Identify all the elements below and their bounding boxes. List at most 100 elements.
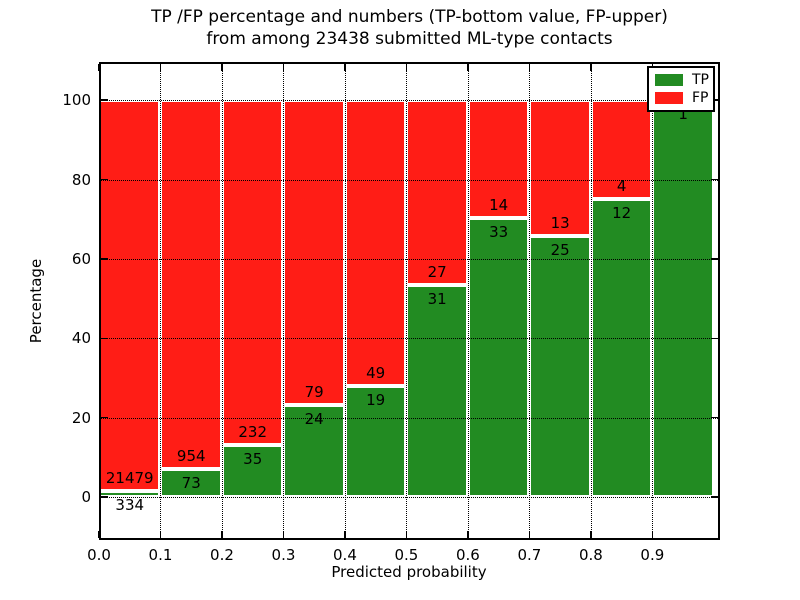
y-tick-mark [101,416,108,419]
bar-segment-tp [652,100,714,498]
x-tick-label: 0.9 [640,546,665,564]
x-tick-mark [590,64,592,71]
bar-segment-tp [590,199,653,498]
bar-label-fp: 4 [616,177,627,196]
gridline-x [467,64,469,538]
x-tick-mark [98,531,100,538]
bar-segment-fp [160,100,222,469]
bar-label-tp: 31 [427,289,447,308]
bar-segment-fp [99,100,161,492]
x-tick-mark [344,531,346,538]
gridline-x [529,64,531,538]
bar-segment-tp [529,235,591,498]
gridline-y [101,338,718,340]
bar-segment-fp [344,100,407,387]
bar-label-tp: 73 [181,473,201,492]
x-tick-label: 0.7 [517,546,542,564]
chart-title: TP /FP percentage and numbers (TP-bottom… [99,6,720,50]
bar-segment-tp [344,386,407,498]
x-tick-label: 0.4 [333,546,357,564]
y-tick-label: 100 [62,91,91,110]
bar-label-tp: 12 [612,204,632,223]
bar-segment-tp [160,468,222,498]
bar-segment-fp [467,100,530,219]
fp-swatch-icon [655,92,683,104]
y-tick-mark [711,337,718,340]
x-tick-mark [344,64,346,71]
tp-swatch-icon [655,74,683,86]
bar-label-fp: 27 [427,262,447,281]
legend-entry-tp: TP [655,73,709,87]
x-tick-mark [467,531,469,538]
y-tick-label: 60 [71,249,91,268]
gridline-x [590,64,592,538]
bar-segment-fp [590,100,653,200]
x-tick-label: 0.3 [271,546,296,564]
bar-label-fp: 79 [304,382,324,401]
legend: TP FP [647,66,715,112]
gridline-y [101,258,718,260]
y-tick-mark [711,178,718,181]
x-tick-label: 0.0 [87,546,111,564]
y-tick-mark [101,496,108,498]
bar-label-fp: 954 [176,446,206,465]
gridline-x [160,64,162,538]
gridline-x [406,64,408,538]
legend-label-fp: FP [692,90,709,106]
bar-label-fp: 49 [366,364,386,383]
x-tick-label: 0.5 [394,546,419,564]
gridline-y [101,497,718,499]
x-axis-label: Predicted probability [331,563,487,581]
y-tick-label: 20 [71,408,91,427]
x-tick-mark [98,64,100,71]
y-tick-label: 0 [81,488,91,507]
gridline-y [101,417,718,419]
bar-segment-fp [406,100,468,285]
x-tick-mark [651,531,654,538]
bar-label-tp: 24 [304,409,324,428]
bar-segment-fp [283,100,345,405]
gridline-y [101,100,718,102]
x-tick-mark [282,531,285,538]
x-tick-mark [282,64,285,71]
bar-label-tp: 1 [678,105,688,124]
bar-segment-tp [283,404,345,498]
x-tick-mark [159,64,162,71]
bar-label-tp: 334 [115,496,145,515]
x-tick-label: 0.2 [210,546,234,564]
bar-label-fp: 14 [489,196,509,215]
x-tick-mark [159,531,162,538]
gridline-x [652,64,654,538]
bar-segment-tp [406,284,468,498]
y-tick-mark [711,496,718,498]
x-tick-mark [221,64,223,71]
y-tick-label: 40 [71,329,91,348]
y-tick-mark [101,178,108,181]
x-tick-label: 0.8 [578,546,603,564]
bar-label-tp: 19 [366,391,386,410]
bar-segment-fp [221,100,284,446]
gridline-x [344,64,346,538]
chart-title-line1: TP /FP percentage and numbers (TP-bottom… [151,7,668,27]
bar-segment-tp [467,218,530,498]
x-tick-mark [221,531,223,538]
gridline-y [101,179,718,181]
bar-segment-fp [529,100,591,236]
y-tick-mark [711,416,718,419]
bar-label-tp: 25 [550,240,570,259]
bar-segment-tp [221,445,284,498]
bar-label-fp: 21479 [105,469,154,488]
x-tick-mark [405,531,408,538]
y-tick-mark [101,99,108,101]
y-tick-mark [711,258,718,260]
y-axis-label: Percentage [27,258,45,344]
x-tick-label: 0.1 [148,546,173,564]
bar-label-tp: 33 [489,223,509,242]
x-tick-mark [590,531,592,538]
x-tick-mark [528,64,531,71]
chart-title-line2: from among 23438 submitted ML-type conta… [206,29,613,49]
gridline-x [283,64,285,538]
y-tick-mark [101,258,108,260]
x-tick-mark [528,531,531,538]
